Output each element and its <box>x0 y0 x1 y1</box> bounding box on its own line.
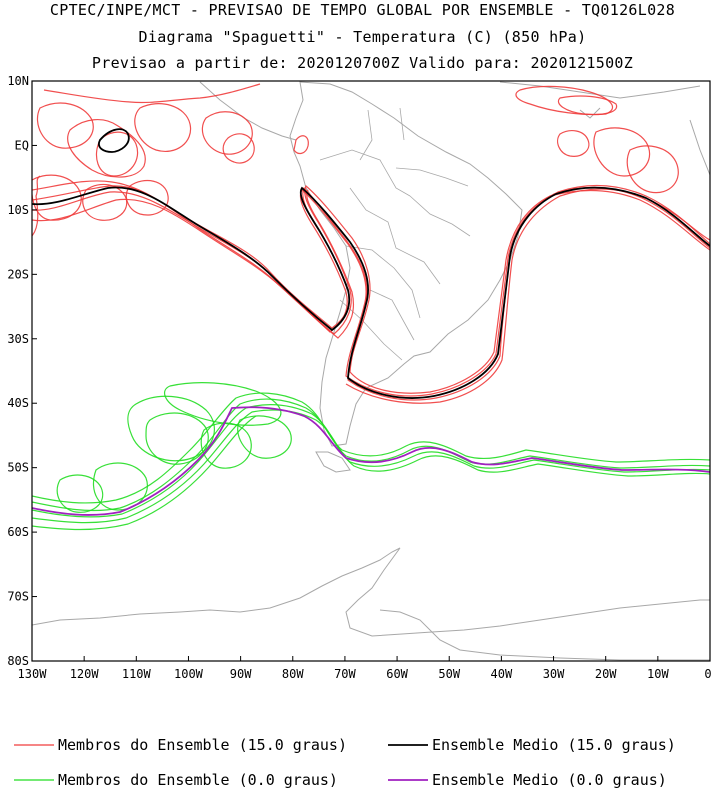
central-america-coast <box>199 81 297 141</box>
black-ensemble-mean <box>32 128 710 399</box>
latitude-axis: 10N EQ 10S 20S 30S 40S 50S 60S 70S 80S <box>7 74 37 668</box>
south-america-coast <box>289 81 523 447</box>
purple-ensemble-mean <box>32 406 710 516</box>
lon-tick-label: 60W <box>386 667 408 681</box>
red-eq-cluster-6 <box>222 133 255 164</box>
red-eq-cluster-1 <box>67 119 146 178</box>
lon-tick-label: 10W <box>647 667 669 681</box>
green-ensemble-members <box>32 382 710 531</box>
lat-tick-label: 50S <box>7 461 29 475</box>
red-eq-cluster-4 <box>134 103 192 152</box>
black-mean-eq-loop <box>98 128 130 153</box>
green-loop-5 <box>237 415 292 459</box>
black-mean-main <box>32 186 710 399</box>
lon-tick-label: 20W <box>595 667 617 681</box>
green-member-1 <box>32 398 710 512</box>
red-atlantic-cluster-3 <box>557 130 590 157</box>
lon-tick-label: 50W <box>438 667 460 681</box>
green-loop-6 <box>163 382 282 426</box>
red-atlantic-cluster-2 <box>626 145 679 194</box>
lat-tick-label: 10S <box>7 203 29 217</box>
red-eq-cluster-5 <box>201 111 253 155</box>
coastline-layer <box>32 81 710 661</box>
red-eq-cluster-3 <box>36 102 94 149</box>
red-member-6 <box>32 83 261 237</box>
green-member-5 <box>32 415 257 531</box>
country-borders <box>319 107 471 361</box>
legend-black-label: Ensemble Medio (15.0 graus) <box>432 736 676 754</box>
lon-tick-label: 130W <box>18 667 48 681</box>
legend: Membros do Ensemble (15.0 graus) Ensembl… <box>14 736 676 789</box>
chart-title-line3: Previsao a partir de: 2020120700Z Valido… <box>91 54 634 72</box>
lon-tick-label: 40W <box>491 667 513 681</box>
red-eq-cluster-2 <box>95 131 139 177</box>
red-eq-cluster-9 <box>125 179 169 216</box>
green-loop-7 <box>56 474 104 513</box>
lat-tick-label: 30S <box>7 332 29 346</box>
chart-title-line1: CPTEC/INPE/MCT - PREVISAO DE TEMPO GLOBA… <box>49 1 676 19</box>
green-loop-2 <box>145 412 209 465</box>
map-frame <box>31 80 711 662</box>
red-north-cluster-3 <box>293 135 309 155</box>
lat-tick-label: 20S <box>7 267 29 281</box>
green-loop-1 <box>127 395 215 462</box>
purple-mean-main <box>32 406 710 516</box>
red-member-1 <box>32 185 710 394</box>
lat-tick-label: 40S <box>7 396 29 410</box>
red-eq-cluster-7 <box>32 174 82 221</box>
longitude-axis: 130W 120W 110W 100W 90W 80W 70W 60W 50W 40W 30W 20W… <box>18 656 712 681</box>
chart-title-line2: Diagrama "Spaguetti" - Temperatura (C) (… <box>138 28 587 46</box>
lon-tick-label: 110W <box>122 667 152 681</box>
africa-coast <box>689 119 710 176</box>
red-atlantic-cluster-1 <box>593 127 651 177</box>
green-member-3 <box>32 409 710 524</box>
lon-tick-label: 0 <box>704 667 711 681</box>
tierra-del-fuego <box>315 451 351 473</box>
lon-tick-label: 120W <box>70 667 100 681</box>
lon-tick-label: 80W <box>282 667 304 681</box>
red-eq-cluster-8 <box>82 183 128 221</box>
lat-tick-label: 70S <box>7 590 29 604</box>
red-north-cluster-2 <box>557 95 618 116</box>
legend-purple-label: Ensemble Medio (0.0 graus) <box>432 771 667 789</box>
lat-tick-label: 80S <box>7 654 29 668</box>
legend-green-label: Membros do Ensemble (0.0 graus) <box>58 771 338 789</box>
lon-tick-label: 30W <box>543 667 565 681</box>
antarctica-coast <box>32 547 710 661</box>
legend-red-label: Membros do Ensemble (15.0 graus) <box>58 736 347 754</box>
lat-tick-label: EQ <box>15 138 29 152</box>
lon-tick-label: 90W <box>230 667 252 681</box>
lon-tick-label: 70W <box>334 667 356 681</box>
green-loop-3 <box>92 462 148 511</box>
lon-tick-label: 100W <box>174 667 204 681</box>
red-member-4 <box>32 189 355 339</box>
red-member-5 <box>345 188 710 404</box>
green-member-4 <box>32 392 710 504</box>
lat-tick-label: 10N <box>7 74 29 88</box>
red-member-2 <box>32 187 710 397</box>
lat-tick-label: 60S <box>7 525 29 539</box>
